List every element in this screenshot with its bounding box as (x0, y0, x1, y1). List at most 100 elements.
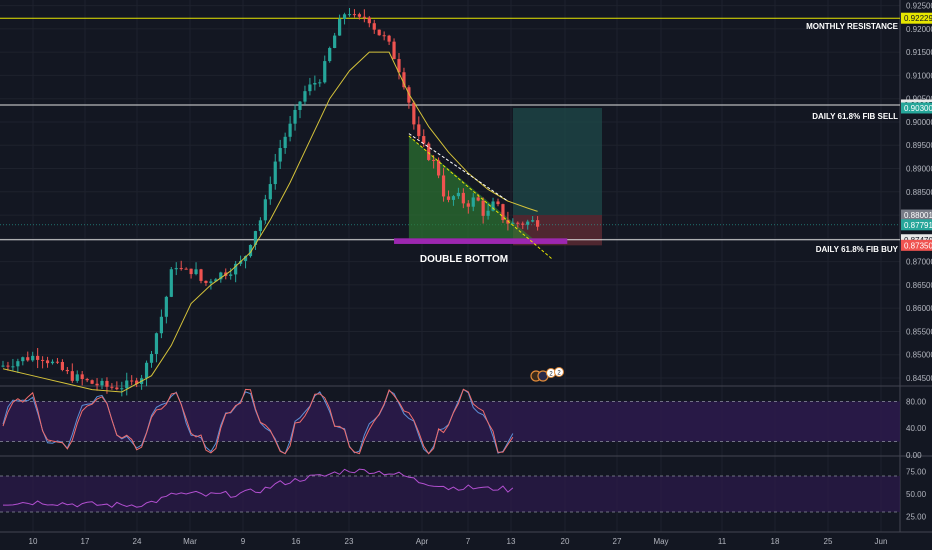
candle-body (521, 223, 525, 225)
time-tick-label: 10 (29, 537, 38, 546)
time-tick-label: 13 (507, 537, 516, 546)
candle-body (41, 359, 45, 361)
candle-body (476, 197, 480, 201)
event-badge-count: 2 (549, 372, 553, 378)
candle-body (70, 371, 74, 381)
candle-body (446, 196, 451, 200)
candle-body (496, 201, 500, 205)
candle-body (342, 14, 347, 19)
candle-body (313, 82, 317, 85)
oscillator-panes (0, 388, 900, 513)
price-tick-label: 0.84500 (906, 374, 932, 383)
candle-body (397, 59, 401, 73)
event-badge-count: 2 (557, 371, 561, 377)
candle-body (352, 14, 357, 16)
time-tick-label: 11 (718, 537, 727, 546)
candle-body (248, 244, 253, 257)
price-tag (901, 234, 932, 246)
time-tick-label: 24 (133, 537, 142, 546)
candle-body (427, 143, 431, 160)
event-badge-icon[interactable] (554, 367, 564, 377)
candle-body (526, 221, 530, 225)
candle-body (189, 268, 193, 275)
candle-body (253, 231, 258, 245)
time-tick-label: Jun (875, 537, 888, 546)
candle-body (293, 109, 297, 124)
price-tag (901, 239, 932, 251)
fib-sell-label: DAILY 61.8% FIB SELL (812, 112, 898, 121)
oscillator-2-tick-label: 25.00 (906, 513, 927, 522)
candle-body (100, 380, 104, 386)
candle-body (31, 355, 35, 361)
candle-body (461, 192, 465, 204)
candle-body (154, 333, 159, 354)
time-tick-label: 7 (466, 537, 471, 546)
candle-body (80, 374, 84, 379)
candle-body (382, 35, 386, 37)
price-tag-label: 0.90300 (904, 104, 932, 113)
candle-body (531, 220, 535, 222)
oscillator-2-band (0, 476, 900, 512)
candle-body (268, 184, 272, 200)
candle-body (85, 378, 89, 381)
candle-body (278, 148, 282, 162)
candle-body (229, 274, 233, 276)
candle-body (130, 380, 134, 382)
candle-body (95, 383, 99, 386)
candle-body (417, 124, 421, 137)
time-tick-label: 25 (824, 537, 833, 546)
candle-body (179, 268, 183, 270)
price-tag (901, 102, 932, 114)
candle-body (239, 260, 243, 264)
time-tick-label: May (653, 537, 668, 546)
candle-body (298, 101, 302, 110)
candle-body (308, 84, 312, 92)
monthly-resistance-label: MONTHLY RESISTANCE (806, 22, 899, 31)
candle-body (536, 220, 540, 227)
candle-body (258, 220, 262, 232)
candle-body (402, 72, 406, 88)
candle-body (36, 355, 40, 360)
candle-body (481, 200, 485, 216)
time-tick-label: 18 (771, 537, 780, 546)
candle-body (333, 35, 337, 49)
candle-body (184, 268, 188, 270)
candle-body (60, 361, 64, 370)
candle-body (234, 263, 238, 275)
price-tag-label: 0.92229 (904, 14, 932, 23)
candle-body (451, 196, 456, 200)
oscillator-1-tick-label: 0.00 (906, 451, 922, 460)
time-tick-label: 17 (81, 537, 90, 546)
double-bottom-zone (394, 238, 568, 244)
candle-body (159, 316, 163, 334)
oscillator-1-tick-label: 40.00 (906, 424, 927, 433)
candle-body (486, 210, 490, 216)
candle-body (511, 222, 515, 224)
event-badges[interactable]: 2 2 (530, 367, 564, 382)
candle-body (120, 388, 124, 390)
candle-body (377, 29, 381, 36)
candle-body (338, 18, 342, 36)
candle-body (328, 48, 332, 62)
time-tick-label: 20 (561, 537, 570, 546)
candle-body (75, 374, 79, 381)
candle-body (125, 380, 129, 389)
candle-body (199, 269, 203, 281)
candle-body (149, 353, 154, 363)
oscillator-1-tick-label: 80.00 (906, 397, 927, 406)
candle-body (110, 386, 114, 388)
chart-grid (0, 0, 932, 533)
candle-body (392, 41, 396, 60)
candle-body (288, 123, 292, 137)
